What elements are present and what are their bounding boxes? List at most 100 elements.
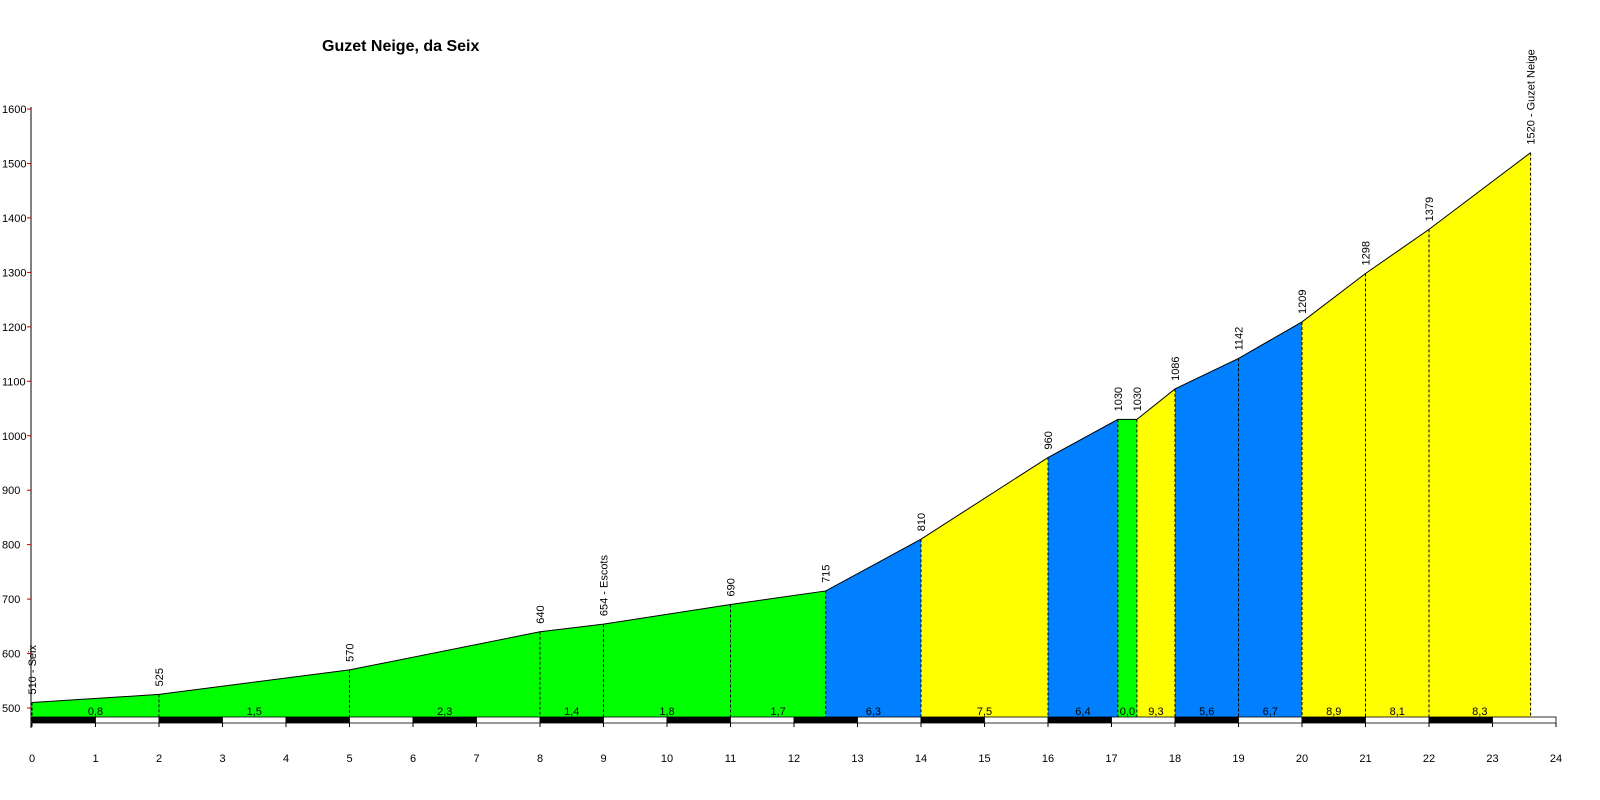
x-tick-label: 17 [1105,753,1117,765]
x-tick-label: 12 [788,753,800,765]
altitude-label: 1086 [1170,356,1182,380]
gradient-label: 7,5 [977,706,992,718]
y-tick-label: 1100 [2,376,26,388]
altitude-label: 1209 [1297,289,1309,313]
x-tick-label: 20 [1296,753,1308,765]
y-tick-label: 1300 [2,267,26,279]
segment-area [921,457,1048,722]
altitude-label: 640 [535,605,547,623]
altitude-label: 510 - Seix [27,645,39,695]
segment-area [603,604,731,722]
x-tick-label: 14 [915,753,927,765]
segment-area [1117,419,1137,722]
segment-area [1238,321,1302,722]
gradient-label: 6,7 [1263,706,1278,718]
altitude-label: 570 [345,644,357,662]
altitude-label: 525 [154,668,166,686]
scale-bar-km [476,716,541,724]
gradient-label: 1,5 [247,706,262,718]
altitude-label: 1298 [1361,241,1373,265]
altitude-label: 1142 [1234,327,1246,351]
gradient-label: 0,8 [88,706,103,718]
x-tick-label: 24 [1550,753,1562,765]
scale-bar-km [1492,716,1557,724]
segment-area [825,539,921,722]
segment-area [159,669,350,722]
segment-area [1302,273,1366,722]
altitude-label: 654 - Escots [599,555,611,617]
segment-area [730,590,826,722]
x-tick-label: 3 [219,753,225,765]
altitude-label: 1030 [1132,387,1144,411]
gradient-labels: 0,8 1,5 2,3 1,4 1,8 1,7 6,3 7,5 6,4 0,0 9,3 5,6 6,7 8… [88,706,1488,718]
x-tick-label: 13 [851,753,863,765]
scale-bar-km [793,716,858,724]
x-tick-label: 16 [1042,753,1054,765]
y-tick-label: 1000 [2,431,26,443]
scale-bar-km [603,716,668,724]
gradient-label: 9,3 [1148,706,1163,718]
x-tick-label: 0 [29,753,35,765]
x-tick-label: 1 [92,753,98,765]
gradient-label: 1,7 [770,706,785,718]
gradient-label: 6,3 [866,706,881,718]
distance-scale-bar [31,716,1557,724]
altitude-label: 810 [916,513,928,531]
y-tick-labels: 500 600 700 800 900 1000 1100 1200 1300 1400 1500 1… [2,104,26,715]
x-tick-labels: 0 1 2 3 4 5 6 7 8 9 10 11 12 13 14 15 16 17 18 19 20 21 22 23 24 [29,753,1562,765]
x-tick-label: 10 [661,753,673,765]
gradient-label: 2,3 [437,706,452,718]
y-tick-label: 1500 [2,159,26,171]
segment-dividers [31,152,1532,722]
segment-area [1365,229,1429,722]
chart-title: Guzet Neige, da Seix [322,38,480,55]
x-tick-label: 6 [410,753,416,765]
altitude-label: 1030 [1113,387,1125,411]
x-tick-label: 23 [1486,753,1498,765]
gradient-label: 8,9 [1326,706,1341,718]
y-tick-label: 900 [2,485,20,497]
altitude-label: 1379 [1424,197,1436,221]
segment-area [1136,388,1175,722]
y-tick-label: 500 [2,703,20,715]
x-tick-label: 9 [600,753,606,765]
y-tick-label: 1200 [2,322,26,334]
scale-bar-km [31,716,96,724]
segment-area [540,624,604,722]
scale-bar-km [666,716,731,724]
y-tick-label: 1600 [2,104,26,116]
segment-area [32,694,159,722]
x-tick-label: 21 [1359,753,1371,765]
segment-area [1429,152,1531,723]
scale-bar-km [920,716,985,724]
altitude-label: 690 [726,578,738,596]
x-tick-label: 5 [346,753,352,765]
gradient-label: 5,6 [1199,706,1214,718]
x-tick-label: 11 [725,753,736,765]
scale-bar-km [349,716,414,724]
gradient-label: 6,4 [1075,706,1090,718]
gradient-segments [32,152,1531,723]
altitude-labels: 510 - Seix 525 570 640 654 - Escots 690 715 810… [27,49,1538,694]
x-tick-label: 18 [1169,753,1181,765]
y-tick-label: 1400 [2,213,26,225]
profile-outline [31,152,1531,704]
x-tick-label: 7 [473,753,479,765]
gradient-label: 0,0 [1120,706,1135,718]
gradient-label: 1,4 [564,706,579,718]
axes [27,107,1557,728]
y-tick-label: 600 [2,649,20,661]
gradient-label: 8,1 [1390,706,1405,718]
y-tick-label: 800 [2,540,20,552]
gradient-label: 8,3 [1472,706,1487,718]
scale-bar-km [285,716,350,724]
x-tick-label: 15 [978,753,990,765]
gradient-label: 1,8 [659,706,674,718]
scale-bar-km [158,716,223,724]
altitude-label: 715 [821,565,833,583]
segment-area [1175,358,1239,722]
y-tick-label: 700 [2,594,20,606]
profile-line [31,152,1531,704]
scale-bar-km [984,716,1049,724]
